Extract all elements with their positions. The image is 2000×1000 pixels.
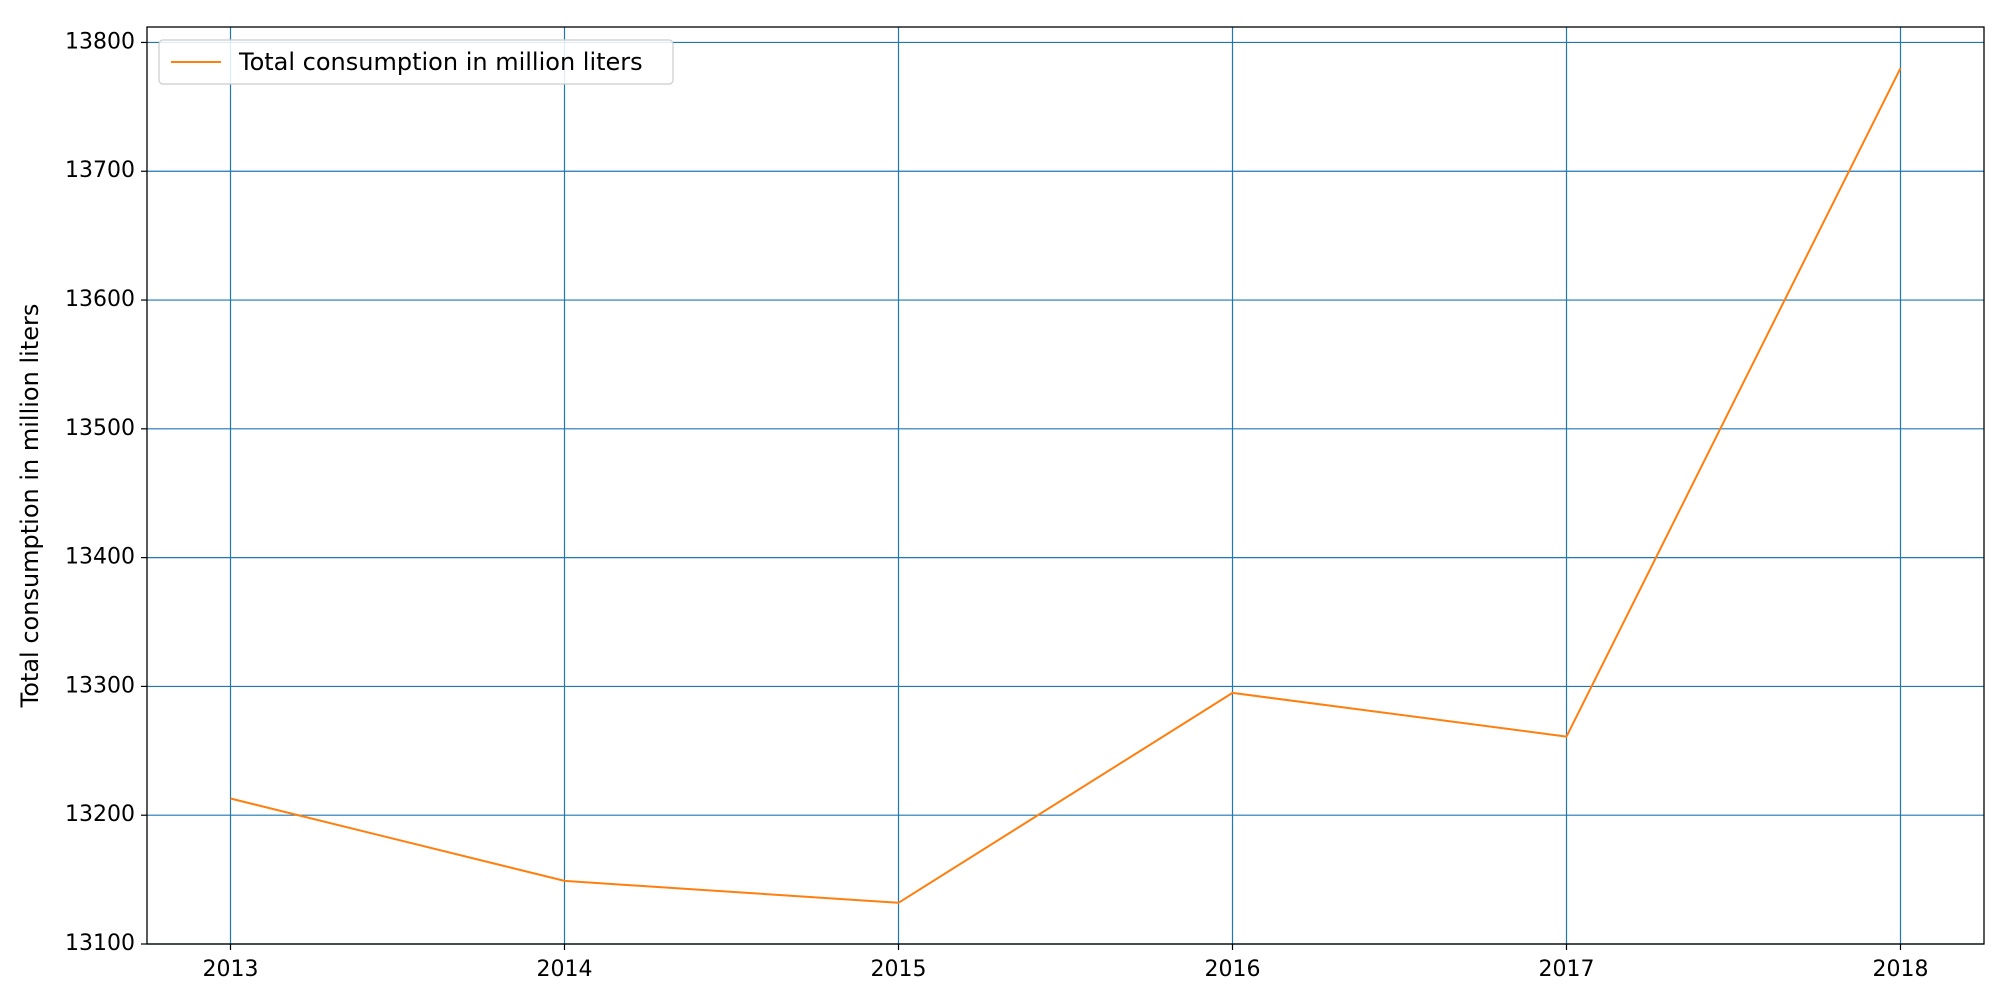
y-tick-label: 13600 bbox=[65, 287, 135, 312]
y-tick-label: 13500 bbox=[65, 416, 135, 441]
x-axis-ticks: 2013 2014 2015 2016 2017 2018 bbox=[203, 944, 1929, 982]
series-layer bbox=[230, 67, 1902, 904]
y-axis-label: Total consumption in million liters bbox=[16, 304, 44, 709]
x-tick-label: 2017 bbox=[1539, 957, 1595, 982]
x-tick-label: 2016 bbox=[1205, 957, 1261, 982]
x-tick-label: 2013 bbox=[203, 957, 259, 982]
legend-entry-label: Total consumption in million liters bbox=[238, 48, 643, 76]
legend-box bbox=[158, 39, 674, 85]
y-tick-label: 13300 bbox=[65, 673, 135, 698]
y-axis-ticks: 13100 13200 13300 13400 13500 13600 13700 13800 bbox=[65, 29, 147, 956]
series-line bbox=[230, 67, 1902, 904]
y-tick-label: 13200 bbox=[65, 802, 135, 827]
y-tick-label: 13100 bbox=[65, 931, 135, 956]
y-tick-label: 13800 bbox=[65, 29, 135, 54]
grid-lines bbox=[147, 27, 1984, 945]
x-tick-label: 2015 bbox=[871, 957, 927, 982]
legend: Total consumption in million liters bbox=[158, 39, 674, 85]
plot-frame bbox=[146, 26, 1985, 945]
y-tick-label: 13700 bbox=[65, 158, 135, 183]
x-tick-label: 2018 bbox=[1873, 957, 1929, 982]
x-tick-label: 2014 bbox=[537, 957, 593, 982]
y-tick-label: 13400 bbox=[65, 545, 135, 570]
